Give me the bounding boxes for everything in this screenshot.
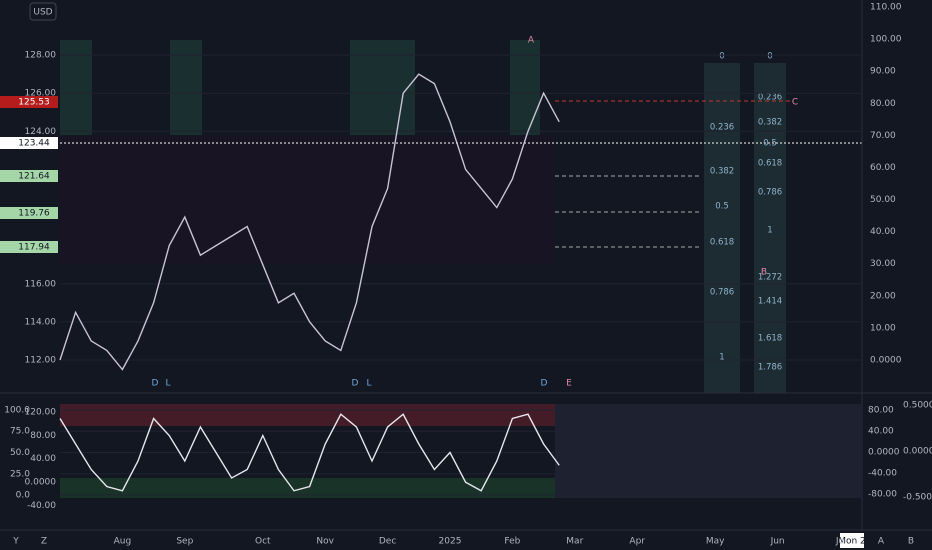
fib-level: 1	[767, 226, 772, 236]
fib-level: 0.236	[710, 123, 734, 133]
tick-label: 80.00	[868, 406, 894, 416]
tick-label: 0.0000	[25, 478, 57, 488]
tick-label: 60.00	[870, 163, 896, 173]
fib-level: 0	[719, 52, 724, 62]
tick-label: 124.00	[25, 127, 57, 137]
x-tick-label: Oct	[255, 537, 271, 547]
fib-level: 0.236	[758, 93, 782, 103]
tick-label: 50.00	[870, 195, 896, 205]
x-tick-label: Mar	[566, 537, 583, 547]
marker: D	[541, 379, 548, 389]
tick-label: 110.00	[870, 2, 902, 12]
tick-label: 126.00	[25, 89, 57, 99]
currency[interactable]: USD	[33, 8, 52, 18]
tick-label: 0.0000	[870, 356, 902, 366]
tick-label: 20.00	[870, 291, 896, 301]
tick-label: 114.00	[25, 317, 57, 327]
tick-label: -40.00	[27, 501, 56, 511]
fib-level: 0.786	[710, 288, 734, 298]
tick-label: 40.00	[868, 427, 894, 437]
fib-level: 0	[767, 52, 772, 62]
x-tick-label: Aug	[114, 537, 132, 547]
x-tick-label: Dec	[379, 537, 396, 547]
tick-label: 0.0000	[903, 446, 932, 456]
tick-label: 10.00	[870, 323, 896, 333]
marker: E	[566, 379, 572, 389]
tick-label: 90.00	[870, 67, 896, 77]
series-line	[59, 413, 560, 492]
fib-level: 1.272	[758, 273, 782, 283]
fib-level: 0.618	[710, 238, 734, 248]
toolbar-button[interactable]: Y	[12, 537, 19, 547]
x-tick-label: Sep	[176, 537, 193, 547]
fib-right: 0 0.236 0.382 0.5 0.618 0.786 1 1.272 1.…	[758, 52, 782, 373]
tick-label: -40.00	[868, 469, 897, 479]
marker: B	[761, 268, 767, 278]
tick-label: 116.00	[25, 279, 57, 289]
tick-label: 40.00	[30, 454, 56, 464]
x-tick-label: May	[706, 537, 725, 547]
tick-label: 100.0	[4, 405, 30, 415]
tick-label: 120.00	[25, 408, 57, 418]
tick-label: 80.00	[30, 431, 56, 441]
marker: L	[165, 379, 170, 389]
x-tick-label: Apr	[629, 537, 645, 547]
marker: L	[366, 379, 371, 389]
fib-level: 0.618	[758, 159, 782, 169]
price-badge: 117.94	[18, 243, 50, 253]
price-badge: 125.53	[18, 98, 50, 108]
x-tick-label: Nov	[316, 537, 334, 547]
price-badge: 123.44	[18, 139, 50, 149]
date-label: Mon 2	[838, 537, 866, 547]
tick-label: -80.00	[868, 490, 897, 500]
tick-label: 100.00	[870, 35, 902, 45]
marker: D	[152, 379, 159, 389]
tick-label: -0.5000	[903, 492, 932, 502]
fib-level: 0.5	[715, 202, 729, 212]
x-tick-label: 2025	[439, 537, 462, 547]
price-badge: 121.64	[18, 172, 50, 182]
fib-level: 1	[719, 353, 724, 363]
fib-level: 0.5	[763, 139, 777, 149]
tick-label: 80.00	[870, 99, 896, 109]
tick-label: 0.0	[16, 491, 31, 501]
tick-label: 40.00	[870, 227, 896, 237]
toolbar-button[interactable]: B	[908, 537, 914, 547]
marker: D	[352, 379, 359, 389]
fib-left: 0 0.236 0.382 0.5 0.618 0.786 1	[710, 52, 734, 363]
tick-label: 30.00	[870, 259, 896, 269]
price-badge: 119.76	[18, 209, 50, 219]
fib-level: 0.382	[710, 167, 734, 177]
tick-label: 112.00	[25, 355, 57, 365]
series-line	[59, 73, 560, 371]
tick-label: 0.0000	[868, 448, 900, 458]
fib-level: 1.786	[758, 363, 782, 373]
toolbar-button[interactable]: A	[878, 537, 885, 547]
fib-level: 0.786	[758, 188, 782, 198]
tick-label: 25.0	[10, 469, 30, 479]
marker: C	[792, 98, 798, 108]
fib-level: 1.618	[758, 334, 782, 344]
marker: A	[528, 36, 535, 46]
toolbar-button[interactable]: Z	[41, 537, 47, 547]
tick-label: 70.00	[870, 131, 896, 141]
x-tick-label: Jun	[770, 537, 785, 547]
x-tick-label: Feb	[504, 537, 520, 547]
tick-label: 50.0	[10, 448, 30, 458]
tick-label: 0.5000	[903, 400, 932, 410]
x-tick-label: Ju	[835, 537, 844, 547]
fib-level: 1.414	[758, 297, 782, 307]
tick-label: 75.0	[10, 427, 30, 437]
fib-level: 0.382	[758, 118, 782, 128]
tick-label: 128.00	[25, 51, 57, 61]
